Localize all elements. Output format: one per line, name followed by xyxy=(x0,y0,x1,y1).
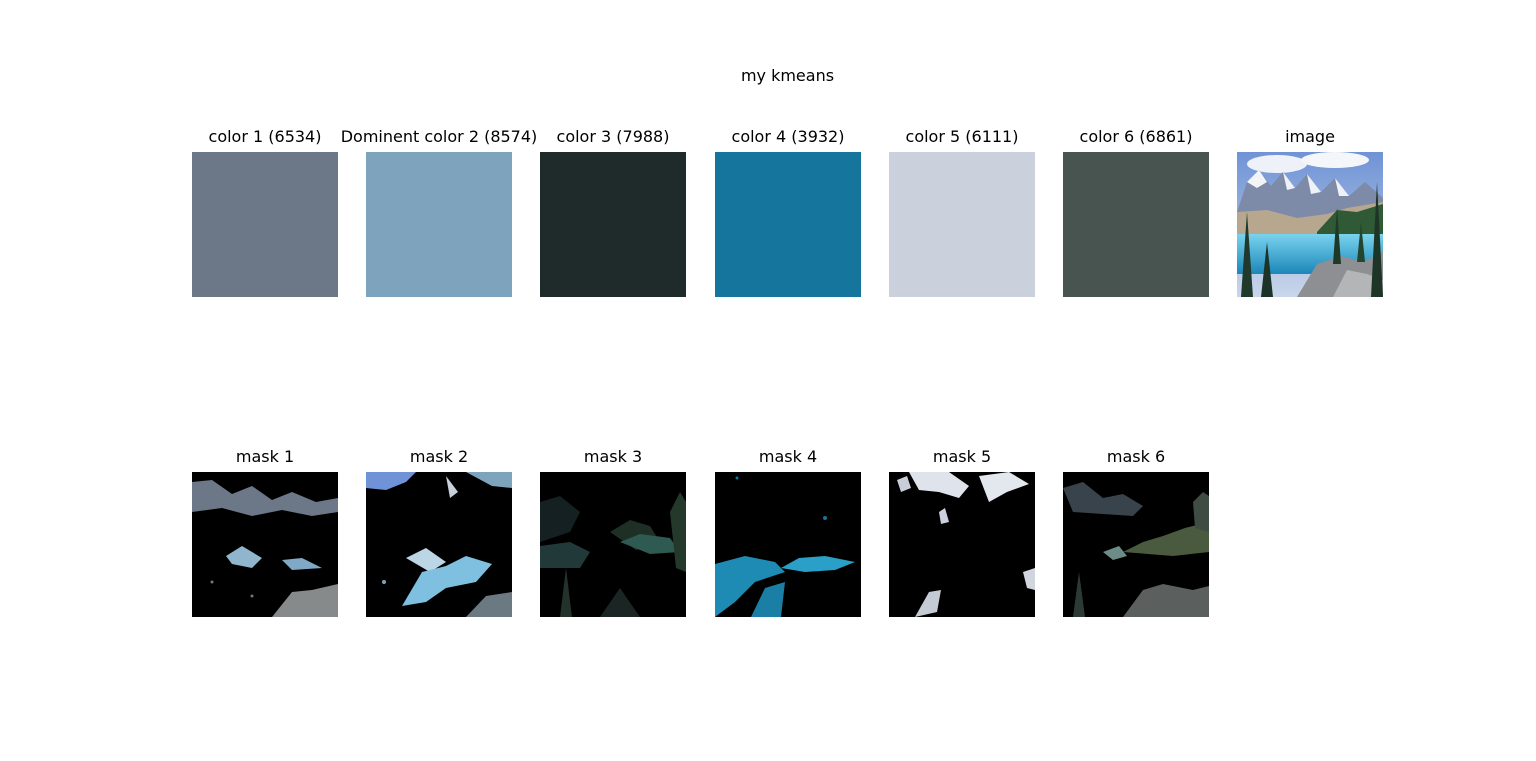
color-swatch-2 xyxy=(366,152,512,297)
mask-image-5 xyxy=(889,472,1035,617)
color-title-1: color 1 (6534) xyxy=(208,127,322,146)
mask-title-6: mask 6 xyxy=(1106,447,1166,466)
color-swatch-5 xyxy=(889,152,1035,297)
image-title: image xyxy=(1285,127,1335,146)
color-swatch-6 xyxy=(1063,152,1209,297)
color-swatch-4 xyxy=(715,152,861,297)
mask-title-3: mask 3 xyxy=(583,447,643,466)
mask-title-2: mask 2 xyxy=(409,447,469,466)
color-title-3: color 3 (7988) xyxy=(556,127,670,146)
lake-mountain-photo xyxy=(1237,152,1383,297)
figure-suptitle: my kmeans xyxy=(740,66,835,85)
mask-image-3 xyxy=(540,472,686,617)
mask-image-6 xyxy=(1063,472,1209,617)
color-swatch-1 xyxy=(192,152,338,297)
color-title-5: color 5 (6111) xyxy=(905,127,1019,146)
mask-title-1: mask 1 xyxy=(235,447,295,466)
mask-title-4: mask 4 xyxy=(758,447,818,466)
color-title-6: color 6 (6861) xyxy=(1079,127,1193,146)
mask-title-5: mask 5 xyxy=(932,447,992,466)
color-title-2: Dominent color 2 (8574) xyxy=(340,127,538,146)
color-title-4: color 4 (3932) xyxy=(731,127,845,146)
color-swatch-3 xyxy=(540,152,686,297)
mask-image-2 xyxy=(366,472,512,617)
mask-image-1 xyxy=(192,472,338,617)
mask-image-4 xyxy=(715,472,861,617)
